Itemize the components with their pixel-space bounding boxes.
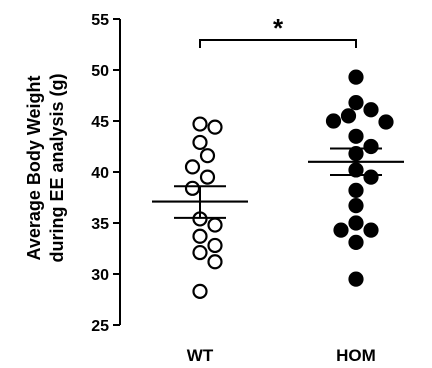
data-point <box>363 169 379 185</box>
data-point <box>192 116 208 132</box>
y-tick-label: 30 <box>91 267 109 284</box>
data-point <box>184 180 201 196</box>
data-point <box>348 128 364 144</box>
series-hom <box>308 69 404 287</box>
y-tick-label: 55 <box>91 12 109 29</box>
data-point <box>363 138 379 155</box>
y-tick-label: 45 <box>91 114 109 131</box>
data-point <box>363 222 379 238</box>
data-point <box>348 182 364 198</box>
data-point <box>348 215 364 231</box>
y-axis: 25 30 35 40 45 50 55 <box>91 12 121 335</box>
data-point <box>207 237 223 254</box>
data-point <box>192 244 208 261</box>
significance-label: * <box>273 13 284 43</box>
x-category-label: HOM <box>336 346 376 365</box>
plot-area: * <box>152 13 404 299</box>
significance-bracket <box>199 39 357 48</box>
data-point <box>348 69 364 85</box>
data-point <box>199 169 216 185</box>
data-point <box>192 283 208 299</box>
y-tick-label: 50 <box>91 63 109 80</box>
data-point <box>340 108 357 124</box>
data-point <box>207 119 223 135</box>
data-point <box>348 198 364 214</box>
y-axis-title-line: during EE analysis (g) <box>47 73 67 262</box>
data-point <box>378 114 394 130</box>
series-wt <box>152 116 248 299</box>
data-point <box>348 95 364 111</box>
x-category-label: WT <box>187 346 214 365</box>
data-point <box>207 217 223 233</box>
data-point <box>207 254 223 270</box>
data-point <box>325 113 342 129</box>
x-axis-labels: WT HOM <box>187 346 376 365</box>
data-point <box>333 222 349 238</box>
data-point <box>363 102 379 118</box>
y-tick-label: 35 <box>91 216 109 233</box>
data-point <box>199 148 216 164</box>
data-point <box>192 228 208 244</box>
data-point <box>184 159 201 175</box>
y-axis-title: Average Body Weight during EE analysis (g… <box>24 73 67 262</box>
data-point <box>192 134 208 151</box>
data-point <box>348 234 364 250</box>
y-axis-title-line: Average Body Weight <box>24 75 44 260</box>
y-tick-label: 25 <box>91 318 109 335</box>
y-tick-label: 40 <box>91 165 109 182</box>
data-point <box>348 271 364 287</box>
